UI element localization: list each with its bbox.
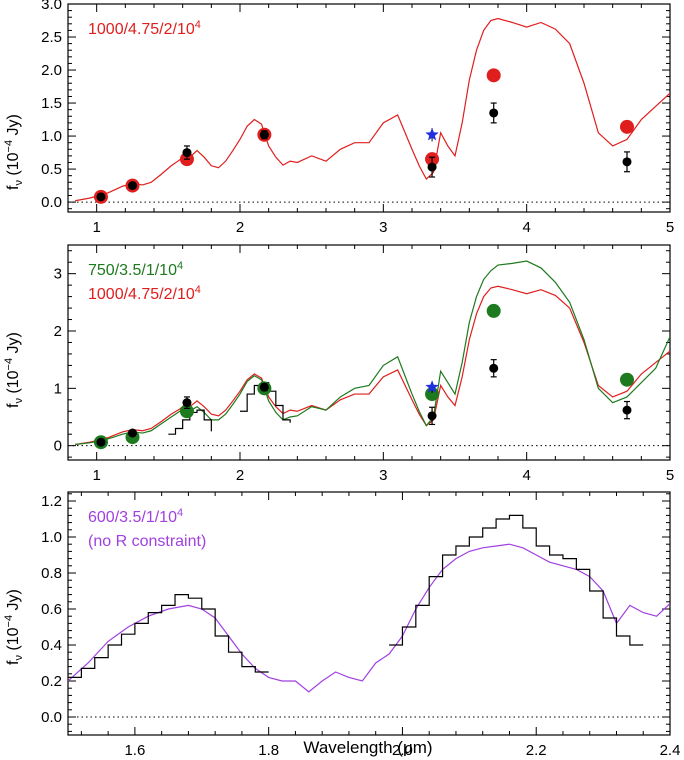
x-tick-label: 3	[379, 219, 387, 236]
legend-text: 1000/4.75/2/10	[88, 286, 195, 303]
x-tick-label: 1	[92, 467, 100, 484]
model-line	[75, 285, 670, 446]
legend-exponent: 4	[177, 507, 183, 519]
y-tick-label: 1.5	[41, 95, 62, 112]
y-tick-label: 1.0	[41, 128, 62, 145]
legend-text: 750/3.5/1/10	[88, 262, 177, 279]
x-tick-label: 4	[522, 467, 530, 484]
x-tick-label: 2.0	[392, 742, 413, 759]
x-tick-label: 2	[236, 219, 244, 236]
y-tick-label: 0.0	[41, 194, 62, 211]
legend-entry: 600/3.5/1/104	[88, 507, 183, 526]
model-point	[486, 303, 501, 318]
y-tick-label: 3.0	[41, 0, 62, 13]
observed-point	[622, 157, 632, 167]
observed-point	[96, 192, 106, 202]
plot-area	[75, 17, 670, 204]
legend-entry: 1000/4.75/2/104	[88, 19, 201, 38]
x-axis-label: Wavelength (μm)	[303, 738, 432, 757]
observed-point	[128, 181, 137, 191]
y-tick-label: 3	[54, 266, 62, 283]
observed-point	[259, 382, 269, 392]
x-tick-label: 5	[666, 467, 674, 484]
observed-point	[128, 428, 137, 438]
model-line	[75, 260, 670, 446]
y-tick-label: 1.2	[41, 493, 62, 510]
observed-point	[489, 108, 499, 118]
plot-frame	[67, 491, 671, 736]
legend-exponent: 4	[195, 284, 201, 296]
x-tick-label: 1.8	[258, 742, 279, 759]
x-tick-label: 5	[666, 219, 674, 236]
observed-point	[427, 411, 437, 421]
legend-text: 1000/4.75/2/10	[88, 21, 195, 38]
star-point	[425, 380, 439, 393]
plot-frame	[67, 3, 671, 213]
legend-text: (no R constraint)	[88, 533, 206, 550]
model-point	[620, 372, 634, 387]
plot-frame	[67, 244, 671, 461]
model-point	[620, 119, 634, 134]
spectrum-step-line	[68, 514, 644, 678]
x-tick-label: 1	[92, 219, 100, 236]
x-tick-label: 3	[379, 467, 387, 484]
y-tick-label: 0.2	[41, 673, 62, 690]
x-tick-label: 1.6	[124, 742, 145, 759]
observed-point	[182, 398, 192, 408]
x-tick-label: 2	[236, 467, 244, 484]
y-tick-label: 2.5	[41, 29, 62, 46]
observed-point	[259, 130, 269, 140]
plot-area	[68, 514, 670, 693]
x-tick-label: 2.2	[526, 742, 547, 759]
y-tick-label: 0	[54, 438, 62, 455]
y-tick-label: 1.0	[41, 529, 62, 546]
model-line	[68, 543, 670, 693]
observed-point	[489, 363, 499, 373]
y-tick-label: 0.8	[41, 565, 62, 582]
plot-area	[75, 260, 670, 450]
y-tick-label: 0.5	[41, 161, 62, 178]
x-tick-label: 4	[522, 219, 530, 236]
y-axis-label-middle: fν (10−4 Jy)	[3, 332, 25, 408]
legend-entry: 750/3.5/1/104	[88, 260, 183, 279]
observed-point	[427, 162, 437, 172]
model-point	[179, 404, 194, 419]
y-axis-label-top: fν (10−4 Jy)	[3, 114, 25, 190]
observed-point	[182, 148, 192, 158]
x-tick-label: 2.4	[660, 742, 681, 759]
y-tick-label: 0.6	[41, 601, 62, 618]
legend-exponent: 4	[177, 260, 183, 272]
star-point	[425, 127, 439, 141]
panel-top-chart: 1 2 3 4 5 0.0 0.5 1.0 1.5 2.0 2.5 3.0 1000/4.75/2/10…	[41, 0, 674, 236]
legend-exponent: 4	[195, 19, 201, 31]
y-tick-label: 2.0	[41, 62, 62, 79]
observed-point	[96, 437, 106, 447]
legend-text: 600/3.5/1/10	[88, 509, 177, 526]
model-line	[75, 17, 670, 202]
legend-entry: 1000/4.75/2/104	[88, 284, 201, 303]
observed-point	[622, 405, 632, 415]
y-tick-label: 2	[54, 323, 62, 340]
y-tick-label: 1	[54, 380, 62, 397]
y-tick-label: 0.4	[41, 637, 62, 654]
legend-entry: (no R constraint)	[88, 533, 206, 550]
model-point	[486, 68, 501, 83]
panel-bottom-chart: 1.6 1.8 2.0 2.2 2.4 0.0 0.2 0.4 0.6 0.8 1.0 1.2 600/…	[41, 491, 681, 759]
y-axis-label-bottom: fν (10−4 Jy)	[3, 589, 25, 665]
y-tick-label: 0.0	[41, 709, 62, 726]
